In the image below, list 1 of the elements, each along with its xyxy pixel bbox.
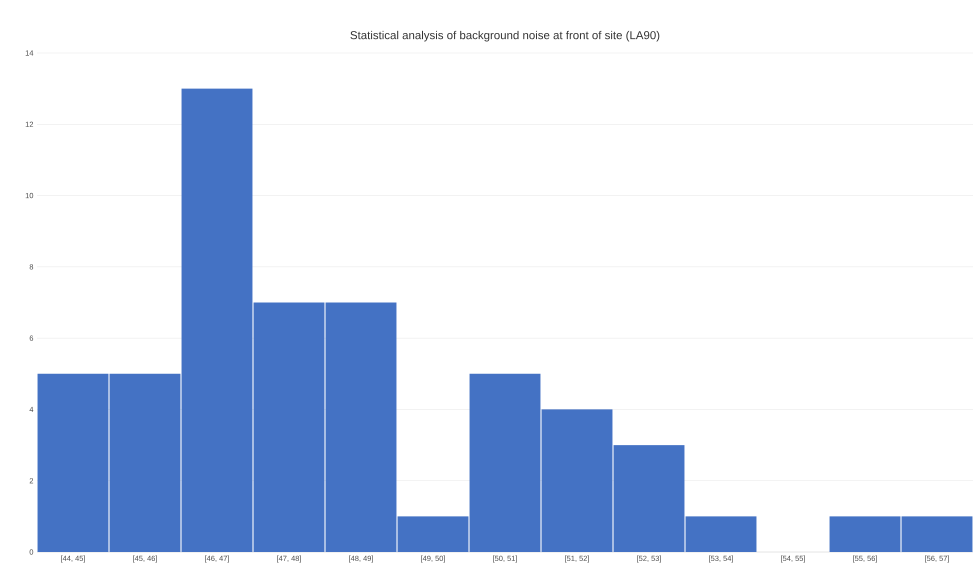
- chart-title: Statistical analysis of background noise at front of site (LA90): [350, 30, 660, 42]
